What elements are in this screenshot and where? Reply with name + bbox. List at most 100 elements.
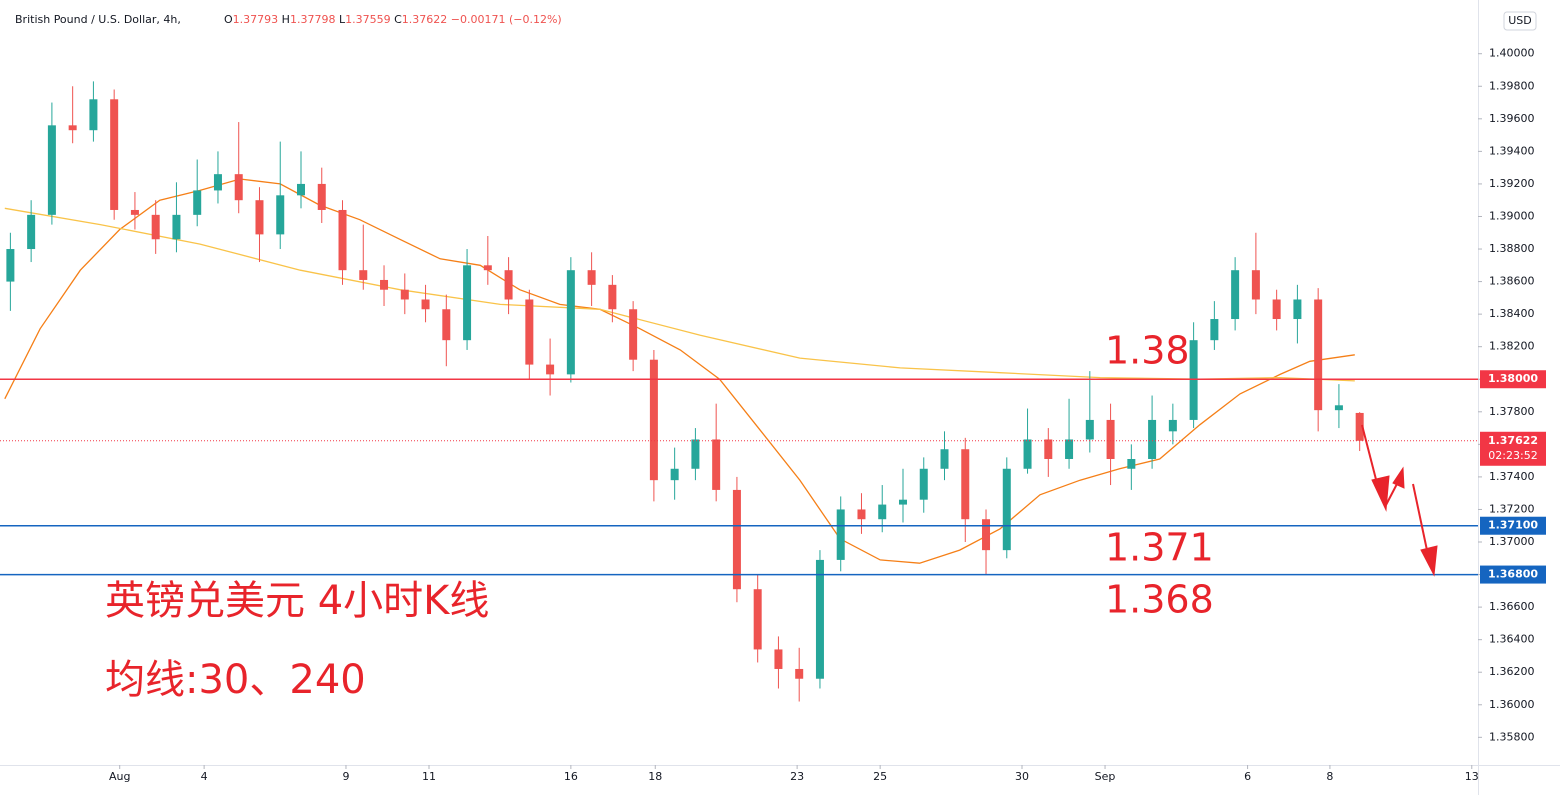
candle-body xyxy=(566,270,575,375)
candle-body xyxy=(629,309,638,360)
candle-body xyxy=(691,439,700,469)
candle-body xyxy=(1314,299,1323,411)
last-price-label: 1.37622 xyxy=(1488,434,1538,447)
y-tick-label: 1.36000 xyxy=(1489,698,1535,711)
candle-body xyxy=(587,270,596,285)
annotation: 1.38 xyxy=(1105,329,1190,373)
y-tick-label: 1.40000 xyxy=(1489,47,1535,60)
y-tick-label: 1.38600 xyxy=(1489,275,1535,288)
candle-body xyxy=(1334,405,1343,411)
candle-body xyxy=(6,249,15,282)
ohlc-value: 1.37793 xyxy=(233,13,279,26)
y-tick-label: 1.37800 xyxy=(1489,405,1535,418)
candle-body xyxy=(1355,412,1364,441)
x-tick-label: 11 xyxy=(422,770,436,783)
forecast-arrows xyxy=(1361,424,1438,577)
candle-body xyxy=(172,214,181,240)
candle-body xyxy=(795,668,804,679)
candle-body xyxy=(27,214,36,250)
candle-body xyxy=(296,183,305,196)
level-label-box xyxy=(1480,565,1546,584)
y-tick-label: 1.38400 xyxy=(1489,307,1535,320)
candle-body xyxy=(463,265,472,341)
currency-box[interactable] xyxy=(1503,11,1537,31)
candle-body xyxy=(898,499,907,505)
candle-body xyxy=(1251,270,1260,300)
y-tick-label: 1.39400 xyxy=(1489,144,1535,157)
candle-body xyxy=(1065,439,1074,459)
y-tick-label: 1.39000 xyxy=(1489,209,1535,222)
annotation: 1.368 xyxy=(1105,578,1214,622)
currency[interactable]: USD xyxy=(1508,14,1532,27)
last-price-box xyxy=(1480,431,1546,466)
x-tick-label: 25 xyxy=(873,770,887,783)
candle-body xyxy=(732,489,741,590)
y-tick-label: 1.36200 xyxy=(1489,665,1535,678)
candle-body xyxy=(234,174,243,201)
level-label-box xyxy=(1480,370,1546,389)
ohlc-value: 1.37622 xyxy=(402,13,448,26)
x-tick-label: Aug xyxy=(109,770,130,783)
level-label-box xyxy=(1480,516,1546,535)
x-tick-label: 9 xyxy=(342,770,349,783)
candle-body xyxy=(857,509,866,520)
candle-body xyxy=(1231,270,1240,320)
candle-body xyxy=(815,559,824,679)
candle-body xyxy=(1023,439,1032,469)
ohlc-prefix: H xyxy=(282,13,290,26)
y-tick-label: 1.39200 xyxy=(1489,177,1535,190)
candle-body xyxy=(89,99,98,131)
candle-body xyxy=(1189,340,1198,420)
candle-body xyxy=(110,99,119,210)
plot-area xyxy=(0,81,1478,702)
candle-body xyxy=(1085,419,1094,440)
y-tick-label: 1.37000 xyxy=(1489,535,1535,548)
y-tick-label: 1.38200 xyxy=(1489,340,1535,353)
chart-title: British Pound / U.S. Dollar, 4h, xyxy=(15,13,181,26)
candle-body xyxy=(774,649,783,669)
candle-body xyxy=(753,589,762,650)
level-label: 1.37100 xyxy=(1488,519,1538,532)
x-tick-label: Sep xyxy=(1095,770,1116,783)
ohlc-value: 1.37559 xyxy=(345,13,391,26)
x-tick-label: 23 xyxy=(790,770,804,783)
candle-body xyxy=(836,509,845,560)
arrow-head xyxy=(1420,545,1438,577)
candle-body xyxy=(213,174,222,191)
ohlc-prefix: O xyxy=(224,13,233,26)
candle-body xyxy=(151,214,160,240)
candle-body xyxy=(649,359,658,481)
candle-body xyxy=(1002,468,1011,551)
candle-body xyxy=(712,439,721,490)
y-tick-label: 1.37400 xyxy=(1489,470,1535,483)
candle-body xyxy=(1148,419,1157,459)
candle-body xyxy=(47,125,56,215)
ohlc-value: 1.37798 xyxy=(290,13,336,26)
candle-body xyxy=(504,270,513,300)
candle-body xyxy=(982,519,991,551)
arrow-head xyxy=(1392,466,1405,489)
x-tick-label: 30 xyxy=(1015,770,1029,783)
candle-body xyxy=(670,468,679,481)
annotation: 英镑兑美元 4小时K线 xyxy=(105,578,489,624)
annotation: 均线:30、240 xyxy=(105,657,366,703)
candle-body xyxy=(1168,419,1177,432)
y-tick-label: 1.36400 xyxy=(1489,633,1535,646)
x-tick-label: 4 xyxy=(201,770,208,783)
x-tick-label: 18 xyxy=(648,770,662,783)
candle-body xyxy=(525,299,534,365)
y-tick-label: 1.35800 xyxy=(1489,730,1535,743)
candle-body xyxy=(255,200,264,235)
candle-body xyxy=(338,209,347,271)
candle-body xyxy=(940,449,949,469)
y-tick-label: 1.36600 xyxy=(1489,600,1535,613)
candle-body xyxy=(1044,439,1053,459)
candle-body xyxy=(1210,319,1219,341)
candle-body xyxy=(68,125,77,131)
arrow-head xyxy=(1371,475,1390,512)
arrow xyxy=(1412,483,1429,556)
candle-body xyxy=(193,190,202,215)
candle-body xyxy=(380,279,389,290)
candle-body xyxy=(483,265,492,271)
